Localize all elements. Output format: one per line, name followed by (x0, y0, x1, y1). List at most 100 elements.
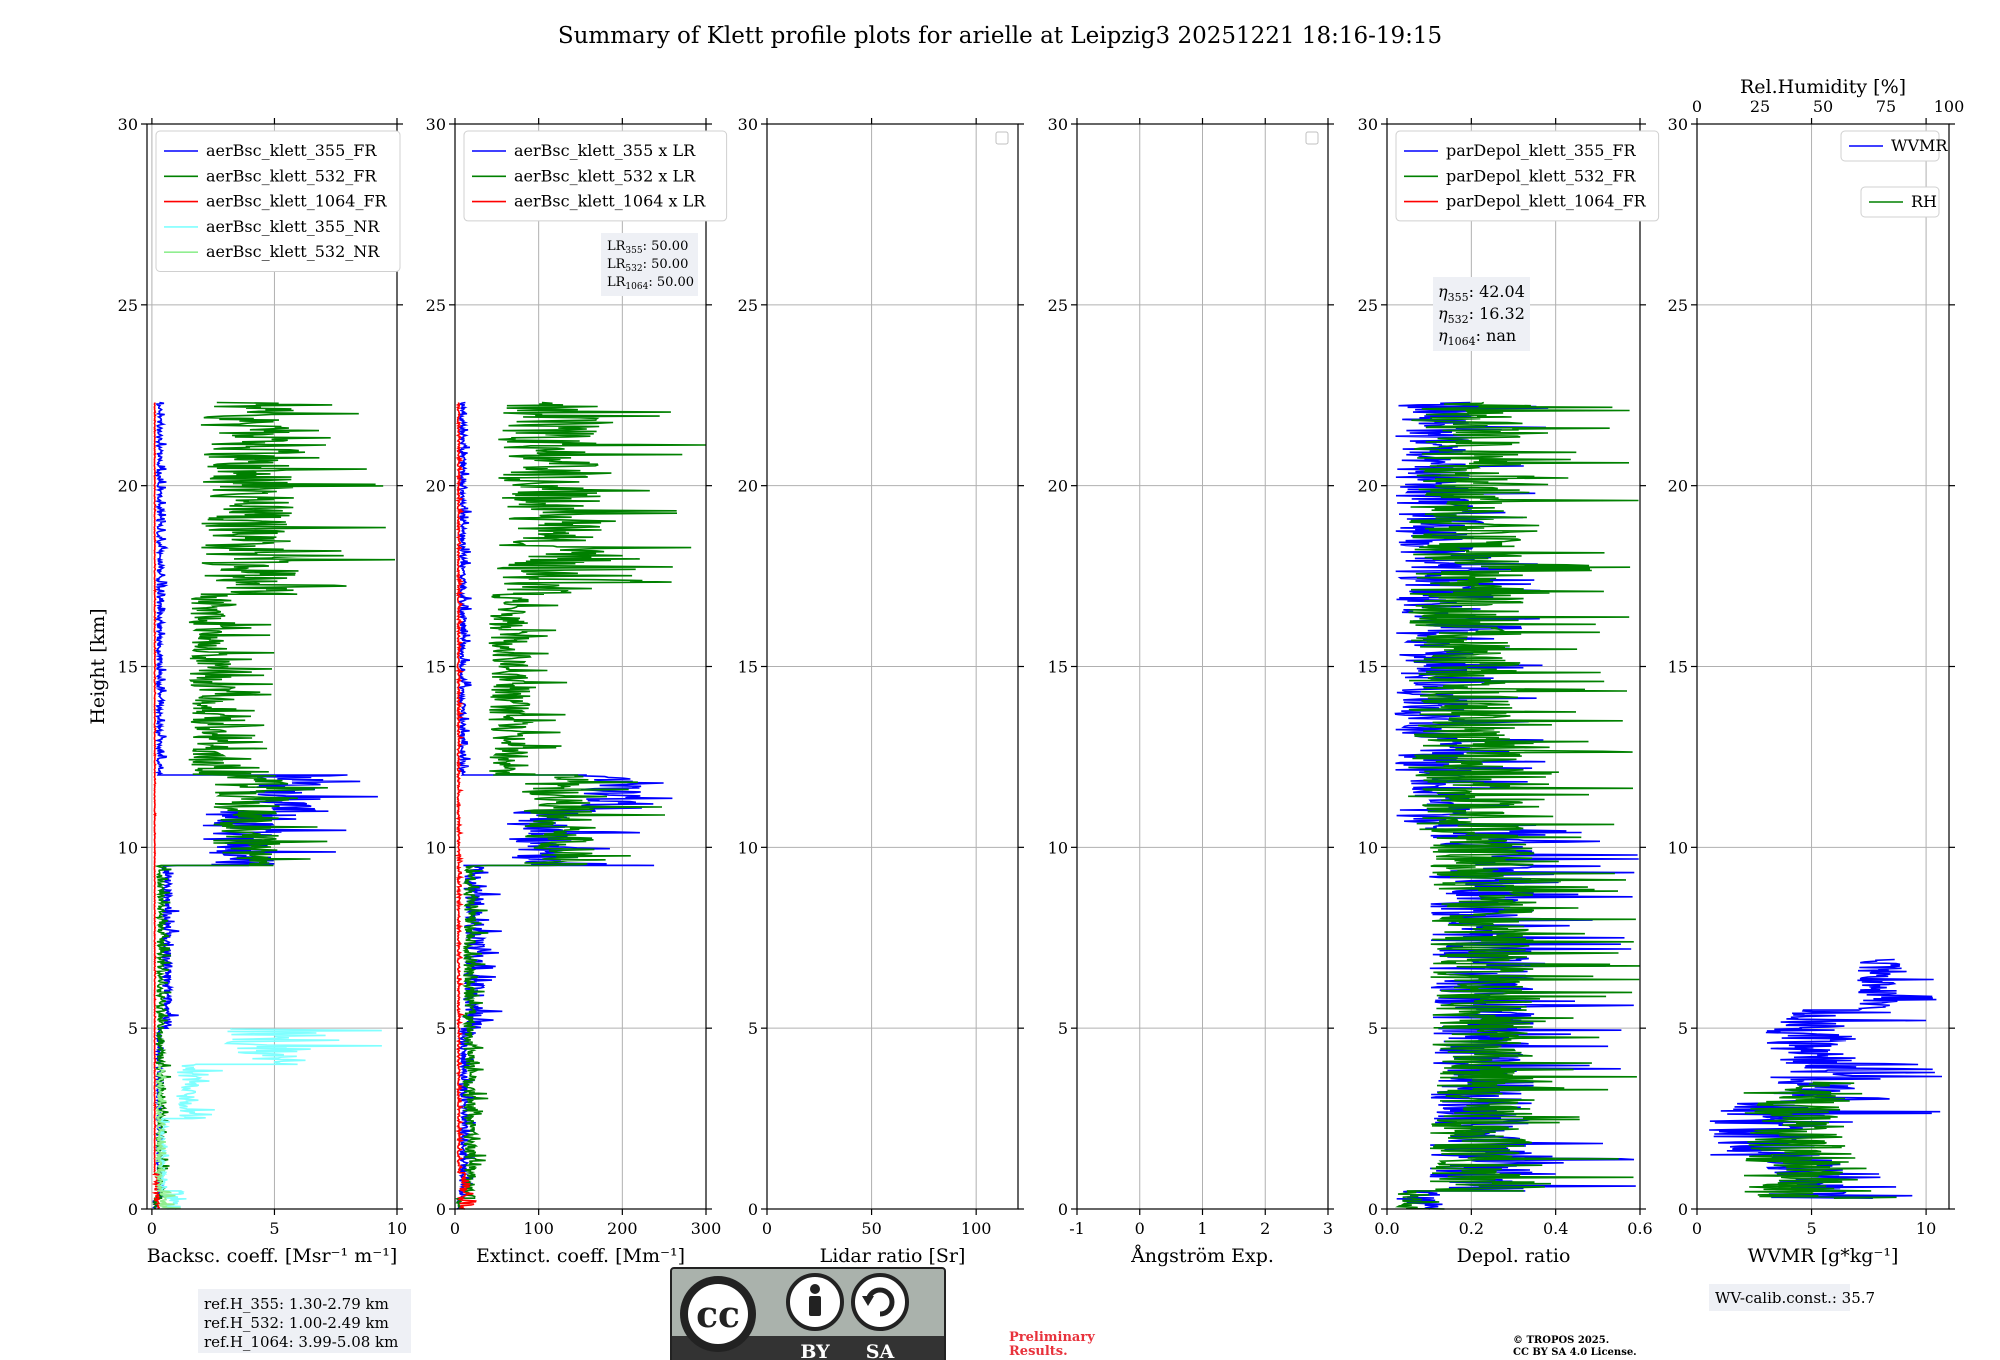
y-tick-label: 15 (426, 658, 446, 677)
ref-height-annotation: ref.H_355: 1.30-2.79 km ref.H_532: 1.00-… (198, 1289, 411, 1353)
legend-entry: parDepol_klett_1064_FR (1446, 192, 1647, 211)
series-line-aerBsc_klett_1064 x LR (454, 402, 477, 1210)
legend-box (463, 130, 728, 222)
ref-height-1064: ref.H_1064: 3.99-5.08 km (204, 1333, 398, 1351)
y-tick-label: 20 (1358, 477, 1378, 496)
y-tick-label: 0 (128, 1200, 138, 1219)
eta-532: η532: 16.32 (1438, 304, 1525, 326)
y-tick-label: 0 (748, 1200, 758, 1219)
panel-lidar_ratio: 0 5 10 15 20 25 30 0 50 100 Lidar ratio [Sr] (738, 115, 1024, 1267)
copyright-line-1: © TROPOS 2025. (1513, 1335, 1609, 1346)
empty-legend-box (1305, 131, 1319, 145)
y-tick-label: 25 (426, 296, 446, 315)
preliminary-label-1: Preliminary (1009, 1330, 1095, 1345)
y-tick-label: 10 (426, 838, 446, 857)
x-tick-label: 0.6 (1627, 1219, 1652, 1238)
legend-entry: aerBsc_klett_1064 x LR (514, 192, 706, 211)
top-x-tick-label: 50 (1813, 97, 1833, 116)
ref-height-355: ref.H_355: 1.30-2.79 km (204, 1295, 389, 1313)
series-line-aerBsc_klett_355_NR (156, 1027, 382, 1210)
series-line-aerBsc_klett_532_NR (153, 1063, 181, 1210)
y-tick-label: 25 (1048, 296, 1068, 315)
y-tick-label: 5 (748, 1019, 758, 1038)
attribution-icon (786, 1273, 844, 1331)
y-tick-label: 15 (1048, 658, 1068, 677)
legend-box (1395, 130, 1660, 222)
x-axis-label: WVMR [g*kg⁻¹] (1748, 1245, 1899, 1267)
x-tick-label: 0 (1135, 1219, 1145, 1238)
x-tick-label: 200 (607, 1219, 638, 1238)
top-x-tick-label: 25 (1750, 97, 1770, 116)
legend-entry: aerBsc_klett_355 x LR (514, 141, 696, 160)
lidar-ratio-355: LR355: 50.00 (607, 239, 688, 256)
legend-entry: aerBsc_klett_532_FR (206, 166, 377, 185)
x-tick-label: 0.4 (1543, 1219, 1568, 1238)
series-line-aerBsc_klett_532 x LR (455, 401, 706, 1210)
y-tick-label: 0 (1368, 1200, 1378, 1219)
x-tick-label: 5 (269, 1219, 279, 1238)
by-label: BY (800, 1341, 830, 1360)
series-line-aerBsc_klett_532_FR (151, 401, 396, 1210)
figure-title: Summary of Klett profile plots for ariel… (558, 23, 1442, 49)
x-axis-label: Depol. ratio (1457, 1245, 1571, 1267)
x-tick-label: 0 (147, 1219, 157, 1238)
y-tick-label: 30 (1358, 115, 1378, 134)
y-axis-label: Height [km] (87, 608, 109, 724)
y-tick-label: 0 (1678, 1200, 1688, 1219)
y-tick-label: 20 (1048, 477, 1068, 496)
legend-box (1840, 130, 1940, 162)
x-tick-label: 10 (1916, 1219, 1936, 1238)
x-tick-label: 10 (387, 1219, 407, 1238)
x-tick-label: 0 (450, 1219, 460, 1238)
y-tick-label: 5 (436, 1019, 446, 1038)
legend-entry: aerBsc_klett_1064_FR (206, 192, 388, 211)
eta-box (1433, 277, 1530, 351)
x-tick-label: 0 (1692, 1219, 1702, 1238)
y-tick-label: 25 (1358, 296, 1378, 315)
x-tick-label: 0.0 (1374, 1219, 1399, 1238)
top-x-tick-label: 100 (1934, 97, 1965, 116)
x-axis-label: Lidar ratio [Sr] (820, 1245, 966, 1267)
y-tick-label: 30 (738, 115, 758, 134)
y-tick-label: 5 (1058, 1019, 1068, 1038)
y-tick-label: 15 (1668, 658, 1688, 677)
x-axis-label: Backsc. coeff. [Msr⁻¹ m⁻¹] (147, 1245, 398, 1267)
series-line-aerBsc_klett_1064_FR (151, 402, 164, 1210)
y-tick-label: 15 (738, 658, 758, 677)
x-tick-label: 3 (1323, 1219, 1333, 1238)
y-tick-label: 25 (1668, 296, 1688, 315)
x-tick-label: 100 (961, 1219, 992, 1238)
y-tick-label: 30 (1048, 115, 1068, 134)
eta-355: η355: 42.04 (1438, 282, 1525, 304)
legend-entry: aerBsc_klett_532 x LR (514, 166, 696, 185)
y-tick-label: 15 (1358, 658, 1378, 677)
y-tick-label: 20 (118, 477, 138, 496)
y-tick-label: 10 (738, 838, 758, 857)
y-tick-label: 5 (1368, 1019, 1378, 1038)
y-tick-label: 10 (1668, 838, 1688, 857)
cc-by-sa-license-icon: cc BY SA (670, 1267, 946, 1360)
legend-entry: parDepol_klett_532_FR (1446, 166, 1637, 185)
panel-depol: 0 5 10 15 20 25 30 0.0 0.2 0.4 0.6 Depol. ratio parD… (1358, 115, 1660, 1267)
y-tick-label: 5 (128, 1019, 138, 1038)
y-tick-label: 10 (1048, 838, 1068, 857)
y-tick-label: 10 (1358, 838, 1378, 857)
legend-entry: aerBsc_klett_355_NR (206, 217, 380, 236)
preliminary-label-2: Results. (1009, 1344, 1068, 1359)
ref-height-532: ref.H_532: 1.00-2.49 km (204, 1314, 389, 1332)
copyright-line-2: CC BY SA 4.0 License. (1513, 1347, 1637, 1358)
panel-backscatter: 0 5 10 15 20 25 30 0 5 10 Backsc. coeff. [Msr⁻¹ m⁻… (87, 115, 407, 1267)
y-tick-label: 25 (738, 296, 758, 315)
y-tick-label: 20 (426, 477, 446, 496)
lidar-ratio-1064: LR1064: 50.00 (607, 275, 694, 292)
lidar-ratio-532: LR532: 50.00 (607, 257, 688, 274)
legend-entry: WVMR (1891, 136, 1948, 155)
y-tick-label: 15 (118, 658, 138, 677)
empty-legend-box (995, 131, 1009, 145)
x-tick-label: 50 (861, 1219, 881, 1238)
